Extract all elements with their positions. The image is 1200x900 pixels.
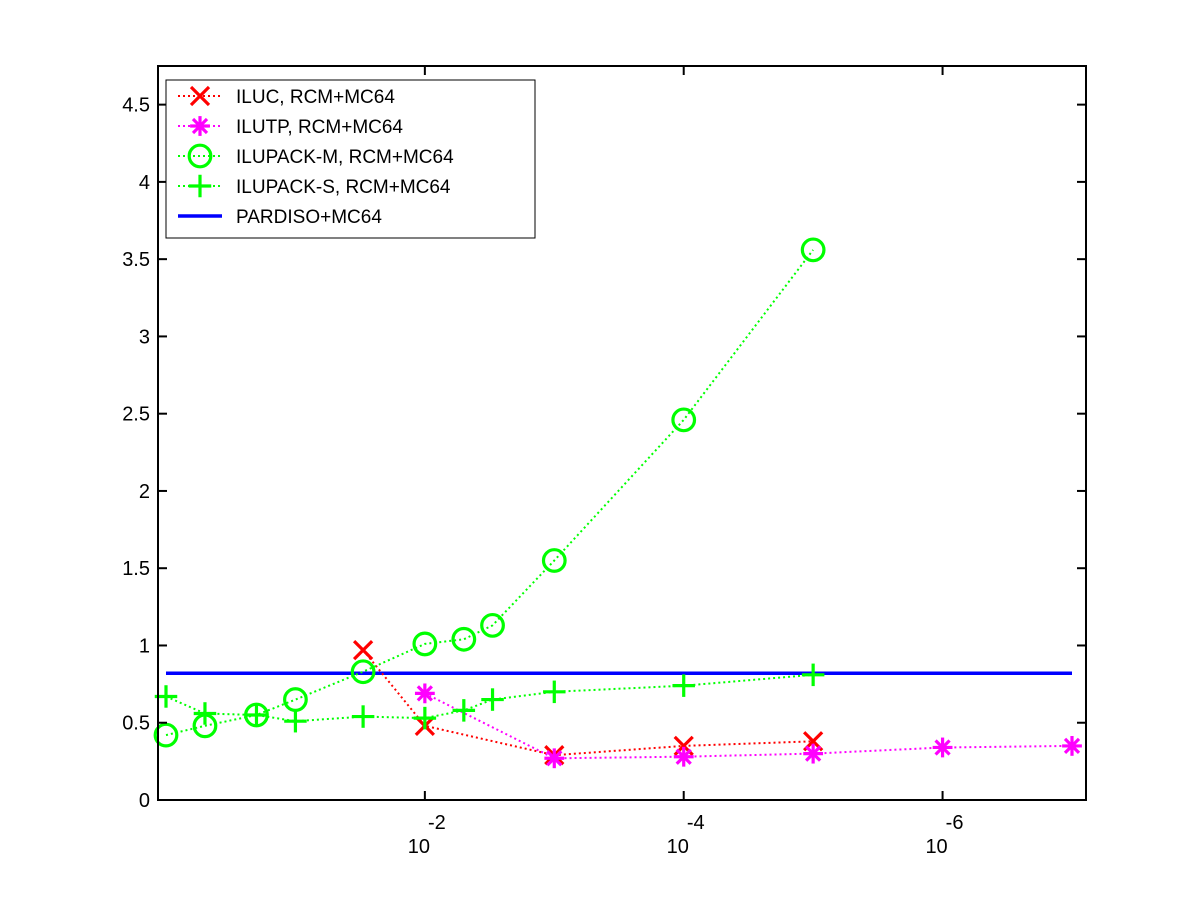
legend-entry: ILUC, RCM+MC64 (178, 85, 395, 108)
data-point (543, 680, 566, 704)
legend-label: PARDISO+MC64 (236, 207, 382, 228)
data-point (672, 674, 695, 697)
data-point (153, 722, 179, 748)
y-tick-label: 2.5 (122, 404, 150, 426)
legend-marker (189, 85, 211, 107)
data-point (801, 663, 825, 687)
y-tick-label: 1 (139, 635, 150, 657)
data-point (932, 737, 953, 758)
x-tick-label: 10-2 (408, 812, 446, 858)
data-point (544, 748, 565, 769)
data-point (352, 639, 374, 661)
data-point (413, 706, 437, 730)
series-line (362, 649, 814, 757)
series-1 (414, 683, 1082, 769)
y-tick-label: 0 (139, 790, 150, 812)
legend-label: ILUPACK-S, RCM+MC64 (236, 177, 451, 198)
x-tick-exponent: -6 (946, 812, 964, 834)
legend-label: ILUC, RCM+MC64 (236, 87, 395, 108)
data-point (803, 743, 824, 764)
y-tick-label: 4 (139, 172, 150, 194)
legend: ILUC, RCM+MC64 ILUTP, RCM+MC64 ILUPACK-M, … (165, 79, 536, 239)
data-point (671, 407, 697, 433)
x-tick-label: 10-4 (667, 812, 705, 858)
y-tick-label: 2 (139, 481, 150, 503)
legend-entry: ILUPACK-M, RCM+MC64 (178, 143, 454, 169)
y-tick-label: 0.5 (122, 713, 150, 735)
x-tick-base: 10 (408, 836, 430, 858)
data-point (351, 705, 375, 728)
legend-label: ILUPACK-M, RCM+MC64 (236, 147, 454, 168)
data-point (451, 626, 477, 652)
legend-marker (187, 143, 213, 169)
legend-entry: ILUTP, RCM+MC64 (178, 116, 403, 138)
legend-marker (190, 116, 210, 136)
series-3 (154, 663, 825, 733)
x-tick-exponent: -4 (687, 812, 705, 834)
y-tick-label: 4.5 (122, 95, 150, 117)
data-point (673, 746, 694, 767)
x-tick-exponent: -2 (428, 812, 446, 834)
data-point (452, 699, 476, 722)
legend-label: ILUTP, RCM+MC64 (236, 117, 403, 138)
series-line (165, 673, 814, 723)
data-point (193, 702, 217, 725)
data-point (412, 631, 438, 657)
data-point (480, 612, 505, 638)
data-point (350, 659, 376, 685)
plot-area-frame (157, 65, 1087, 801)
x-tick-base: 10 (667, 836, 689, 858)
axis-ticks: 00.511.522.533.544.510-210-410-6 (122, 66, 1086, 858)
data-point (283, 687, 308, 712)
data-marks (153, 237, 1082, 769)
data-point (541, 548, 567, 573)
data-point (1062, 736, 1082, 756)
legend-box (165, 79, 536, 239)
series-line (424, 692, 1073, 760)
legend-entry: ILUPACK-S, RCM+MC64 (178, 174, 451, 198)
data-point (481, 688, 504, 711)
x-tick-base: 10 (925, 836, 947, 858)
y-tick-label: 3 (139, 326, 150, 348)
legend-marker (188, 174, 212, 198)
data-point (284, 709, 307, 733)
data-point (245, 703, 268, 727)
data-point (800, 237, 826, 263)
x-tick-label: 10-6 (925, 812, 963, 858)
series-line (165, 249, 814, 737)
series-2 (153, 237, 826, 748)
data-point (414, 683, 435, 704)
y-tick-label: 3.5 (122, 249, 150, 271)
y-tick-label: 1.5 (122, 558, 150, 580)
legend-entry: PARDISO+MC64 (178, 207, 382, 228)
